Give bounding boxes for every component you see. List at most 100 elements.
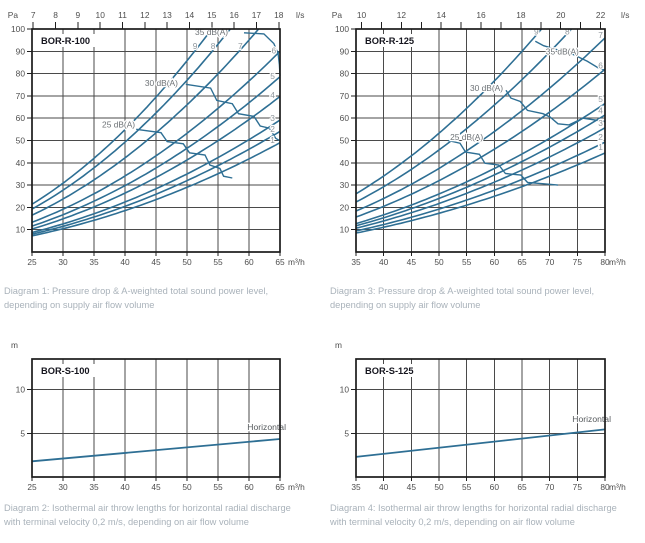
plot-border (31, 28, 281, 253)
sound-level-label: 25 dB(A) (102, 120, 135, 130)
x-tick-label: 50 (434, 482, 444, 492)
x-tick-label: 25 (27, 482, 37, 492)
x-axis-unit: m³/h (609, 482, 626, 492)
x2-axis-unit: l/s (296, 10, 304, 20)
curve-number-label: 3 (270, 113, 275, 123)
caption-line-2: with terminal velocity 0,2 m/s, dependin… (4, 517, 249, 527)
y-axis-unit: m (335, 340, 342, 350)
y-tick-label: 5 (344, 428, 349, 438)
curve-number-label: 9 (193, 41, 198, 51)
x-tick-label: 25 (27, 257, 37, 267)
x2-tick-label: 15 (207, 10, 217, 20)
x2-tick-label: 7 (31, 10, 36, 20)
fan-speed-curve-5 (355, 102, 606, 225)
chart-diagram-4: 5 10 35 40 45 50 55 60 65 70 75 80 m³/h m BOR-S-125 Hor… (335, 340, 626, 492)
sound-level-contour (136, 128, 233, 179)
curve-number-label: 1 (270, 135, 275, 145)
y-tick-label: 20 (340, 202, 350, 212)
x-tick-label: 60 (490, 482, 500, 492)
x-tick-label: 35 (89, 257, 99, 267)
x-tick-label: 35 (351, 482, 361, 492)
curve-number-label: 5 (598, 94, 603, 104)
x2-tick-label: 18 (516, 10, 526, 20)
x2-tick-label: 16 (476, 10, 486, 20)
x-tick-label: 60 (490, 257, 500, 267)
plot-border (31, 358, 281, 478)
x-tick-label: 70 (545, 482, 555, 492)
curve-number-label: 8 (211, 41, 216, 51)
curve-number-label: 2 (270, 124, 275, 134)
x-tick-label: 70 (545, 257, 555, 267)
curve-number-label: 3 (598, 118, 603, 128)
y-axis-unit: m (11, 340, 18, 350)
curve-number-label: 4 (598, 105, 603, 115)
y-tick-label: 50 (340, 136, 350, 146)
model-label-box (361, 364, 421, 377)
curve-number-label: 2 (598, 132, 603, 142)
fan-speed-curve-1 (355, 152, 606, 234)
x2-tick-label: 8 (53, 10, 58, 20)
y-tick-label: 30 (340, 180, 350, 190)
caption-diagram-3: Diagram 3: Pressure drop & A-weighted to… (330, 284, 642, 312)
y-tick-label: 40 (340, 158, 350, 168)
y-tick-label: 90 (16, 46, 26, 56)
curve-number-label: 4 (270, 90, 275, 100)
caption-diagram-1: Diagram 1: Pressure drop & A-weighted to… (4, 284, 322, 312)
model-label-box (37, 364, 97, 377)
curve-number-label: 8 (565, 26, 570, 36)
y-tick-label: 70 (340, 91, 350, 101)
x2-tick-label: 12 (397, 10, 407, 20)
fan-speed-curve-8 (355, 28, 572, 203)
fan-speed-curve-7 (31, 28, 260, 216)
caption-line-2: with terminal velocity 0,2 m/s, dependin… (330, 517, 575, 527)
fan-speed-curve-5 (31, 76, 281, 227)
sound-level-contour (185, 83, 281, 142)
x-tick-label: 30 (58, 257, 68, 267)
x2-tick-label: 18 (274, 10, 284, 20)
y-tick-label: 90 (340, 46, 350, 56)
caption-diagram-2: Diagram 2: Isothermal air throw lengths … (4, 501, 322, 529)
x2-tick-label: 11 (118, 10, 127, 20)
x2-tick-label: 17 (252, 10, 262, 20)
y-tick-label: 100 (335, 24, 349, 34)
caption-line-2: depending on supply air flow volume (4, 300, 155, 310)
curve-number-label: 6 (598, 60, 603, 70)
throw-length-line (31, 438, 281, 463)
curve-number-label: 7 (598, 30, 603, 40)
y-tick-label: 60 (16, 113, 26, 123)
x-tick-label: 50 (434, 257, 444, 267)
fan-speed-curve-7 (355, 37, 606, 212)
x-tick-label: 45 (407, 257, 417, 267)
x-tick-label: 45 (407, 482, 417, 492)
x-tick-label: 65 (275, 257, 285, 267)
y-tick-label: 40 (16, 158, 26, 168)
y-tick-label: 10 (340, 225, 350, 235)
sound-level-label: 25 dB(A) (450, 132, 483, 142)
sound-level-label: 30 dB(A) (470, 83, 503, 93)
chart-title: BOR-S-125 (365, 366, 414, 376)
x2-tick-label: 10 (357, 10, 367, 20)
fan-speed-curve-3 (355, 127, 606, 229)
x-tick-label: 40 (379, 257, 389, 267)
x2-tick-label: 22 (596, 10, 606, 20)
y-tick-label: 80 (340, 69, 350, 79)
curve-number-label: 7 (238, 41, 243, 51)
y-tick-label: 30 (16, 180, 26, 190)
x-tick-label: 30 (58, 482, 68, 492)
x-tick-label: 40 (379, 482, 389, 492)
caption-diagram-4: Diagram 4: Isothermal air throw lengths … (330, 501, 642, 529)
y-tick-label: 20 (16, 202, 26, 212)
x-tick-label: 80 (600, 257, 610, 267)
x2-tick-label: 10 (96, 10, 106, 20)
x2-tick-label: 12 (140, 10, 150, 20)
y-tick-label: 80 (16, 69, 26, 79)
throw-line-label: Horizontal (247, 422, 286, 432)
sound-level-contour (447, 139, 559, 186)
caption-line-1: Diagram 4: Isothermal air throw lengths … (330, 503, 617, 513)
x-axis-unit: m³/h (288, 257, 305, 267)
y-tick-label: 10 (16, 225, 26, 235)
x-tick-label: 45 (151, 482, 161, 492)
y-axis-unit: Pa (8, 10, 19, 20)
